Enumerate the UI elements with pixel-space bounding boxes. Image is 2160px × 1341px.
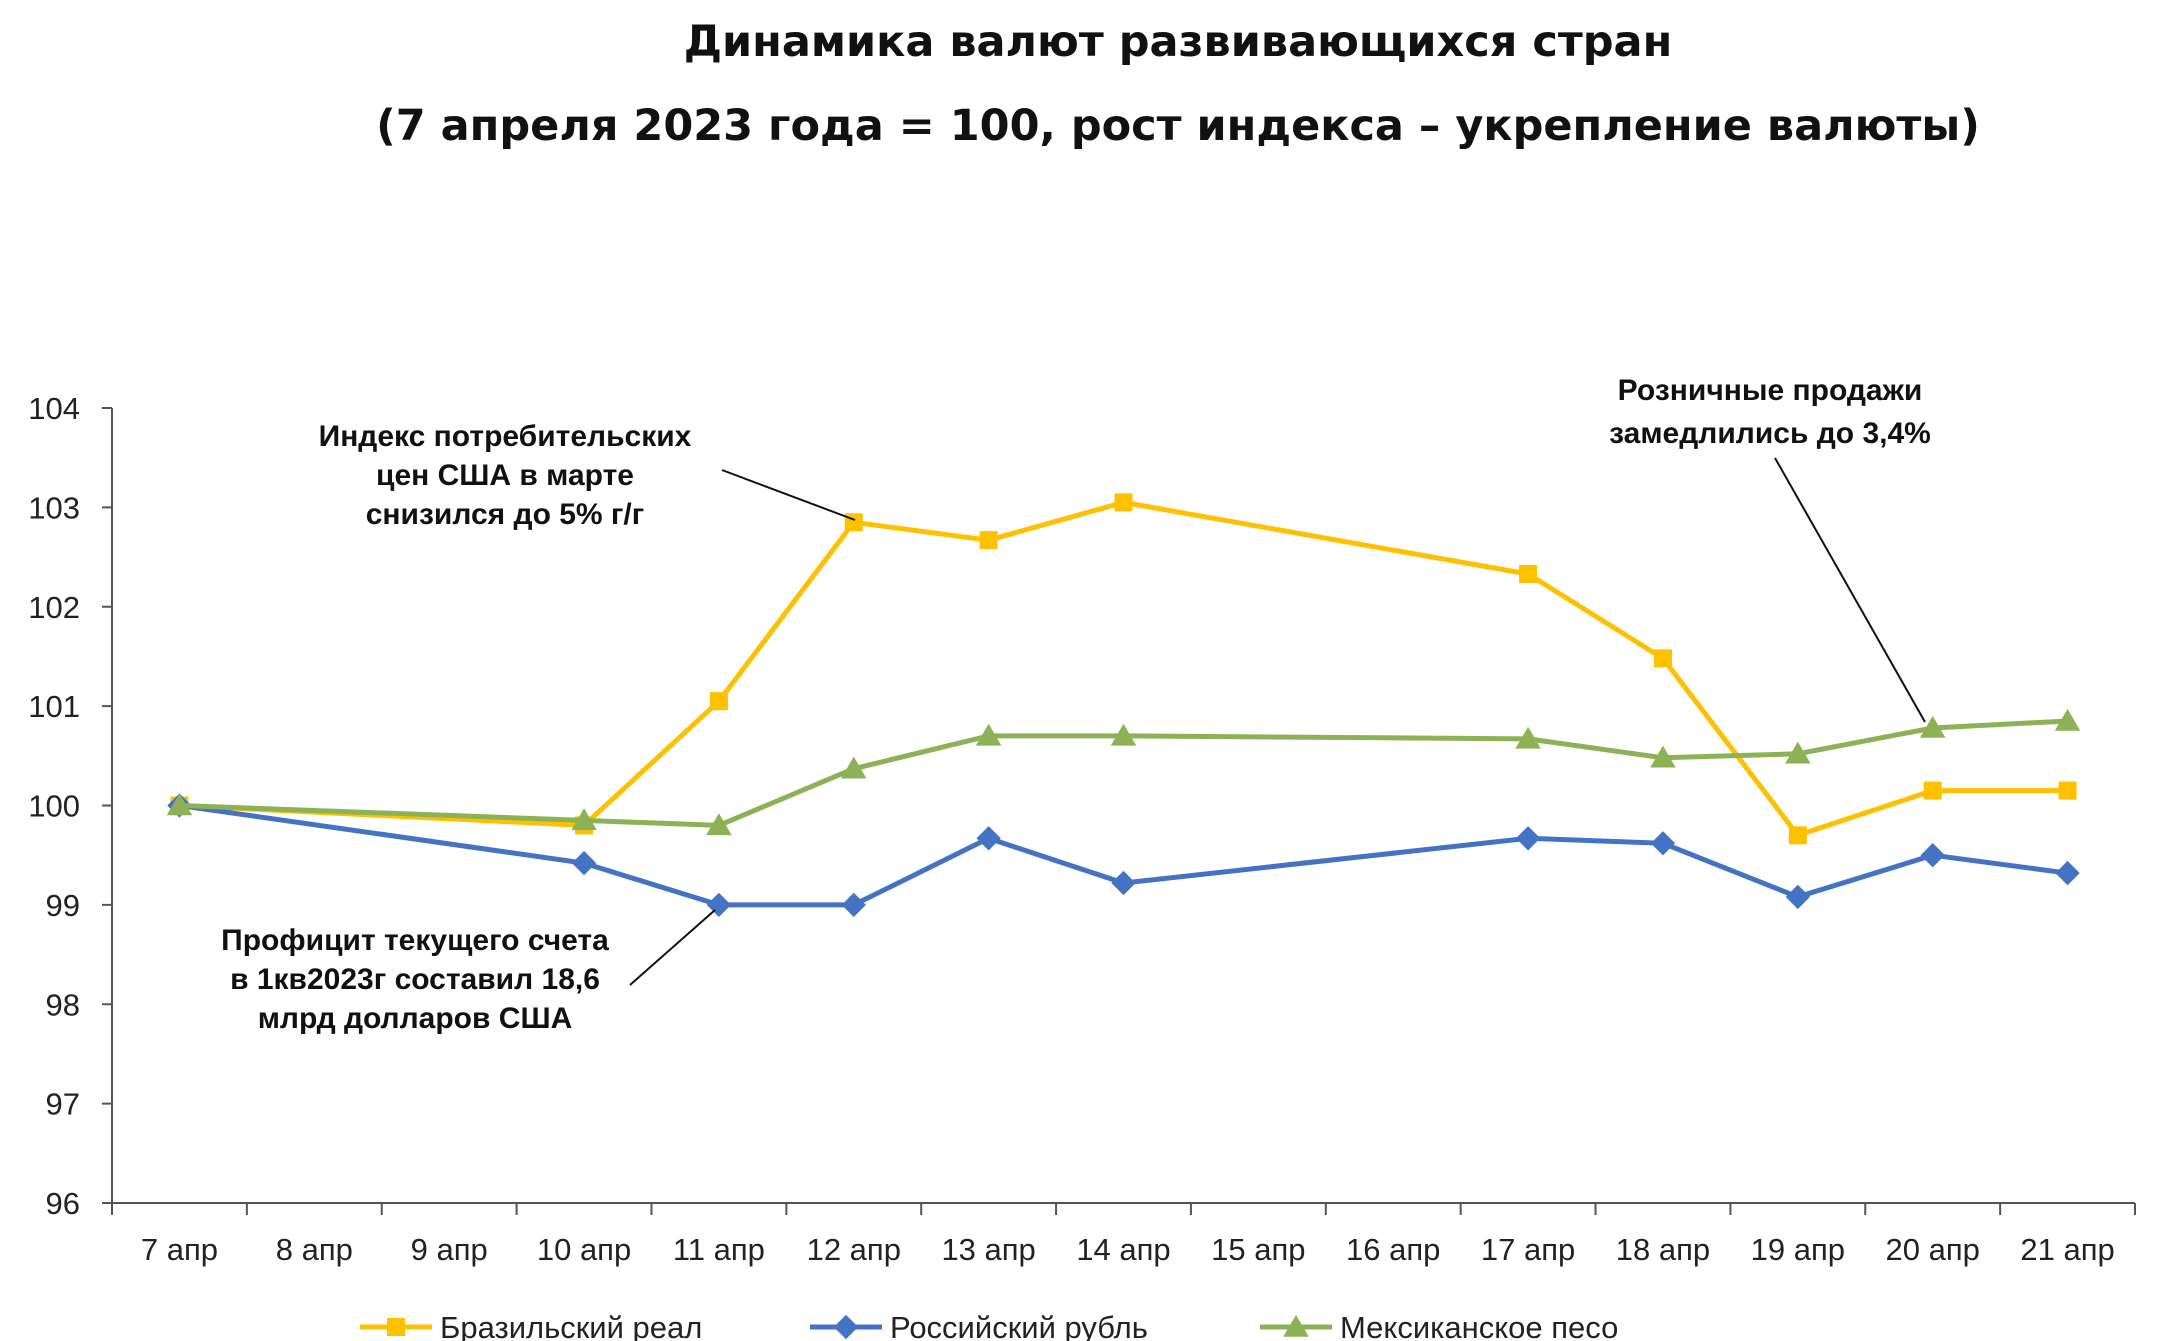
annotation-leader xyxy=(721,469,856,521)
data-point xyxy=(166,793,193,816)
annotation-leader xyxy=(1774,457,1926,723)
data-point xyxy=(1923,781,1942,800)
legend-label: Мексиканское песо xyxy=(1340,1310,1618,1341)
data-point xyxy=(1920,843,1945,868)
data-point xyxy=(976,826,1001,851)
data-point xyxy=(1519,564,1538,583)
x-tick-label: 11 апр xyxy=(673,1232,765,1267)
legend-item-brazilian-real: Бразильский реал xyxy=(360,1310,702,1341)
data-point xyxy=(571,808,597,831)
x-tick-label: 17 апр xyxy=(1481,1232,1575,1267)
annotation: Розничные продажи замедлились до 3,4% xyxy=(1609,374,1931,723)
annotation: Профицит текущего счета в 1кв2023г состав… xyxy=(221,909,716,1035)
annotation-leader xyxy=(629,909,716,986)
data-point xyxy=(979,531,998,550)
y-tick-label: 102 xyxy=(28,590,80,625)
y-tick-label: 100 xyxy=(28,789,80,824)
legend-label: Российский рубль xyxy=(890,1310,1148,1341)
y-tick-label: 103 xyxy=(28,490,80,525)
data-point xyxy=(1114,493,1133,512)
x-tick-label: 10 апр xyxy=(537,1232,631,1267)
legend-item-russian-ruble: Российский рубль xyxy=(810,1310,1148,1341)
x-tick-label: 8 апр xyxy=(276,1232,353,1267)
data-point xyxy=(975,723,1002,746)
x-tick-label: 18 апр xyxy=(1616,1232,1710,1267)
series-brazilian-real xyxy=(170,493,2077,845)
x-tick-label: 20 апр xyxy=(1886,1232,1980,1267)
data-point xyxy=(844,513,863,532)
x-tick-label: 7 апр xyxy=(141,1232,218,1267)
series-lines xyxy=(166,493,2081,918)
legend-label: Бразильский реал xyxy=(440,1310,702,1341)
chart-title: Динамика валют развивающихся стран xyxy=(684,17,1673,67)
x-tick-label: 21 апр xyxy=(2020,1232,2114,1267)
data-point xyxy=(1515,826,1541,851)
data-point xyxy=(2055,860,2080,886)
x-tick-label: 19 апр xyxy=(1751,1232,1845,1267)
annotation-text: Профицит текущего счета xyxy=(221,924,609,957)
data-point xyxy=(1919,715,1946,738)
data-point xyxy=(571,850,597,876)
data-point xyxy=(1788,826,1807,845)
y-tick-label: 96 xyxy=(46,1186,80,1221)
y-tick-label: 98 xyxy=(46,987,80,1022)
x-tick-label: 13 апр xyxy=(941,1232,1035,1267)
annotation-text: замедлились до 3,4% xyxy=(1609,417,1931,450)
data-point xyxy=(1515,726,1541,749)
legend-marker xyxy=(387,1318,405,1336)
x-tick-label: 9 апр xyxy=(411,1232,488,1267)
data-point xyxy=(1785,741,1811,764)
y-tick-label: 104 xyxy=(28,391,80,426)
data-point xyxy=(1110,723,1137,746)
x-tick-label: 14 апр xyxy=(1076,1232,1170,1267)
series-mexican-peso xyxy=(166,708,2081,836)
annotation-text: Розничные продажи xyxy=(1618,374,1923,407)
annotation-text: цен США в марте xyxy=(376,459,634,492)
annotation: Индекс потребительских цен США в марте сни… xyxy=(319,420,856,531)
annotation-text: в 1кв2023г составил 18,6 xyxy=(230,963,600,996)
axes: 96 97 98 99 100 101 102 103 104 7 апр 8 апр 9 апр 10… xyxy=(28,391,2136,1267)
legend-item-mexican-peso: Мексиканское песо xyxy=(1260,1310,1618,1341)
x-tick-label: 16 апр xyxy=(1346,1232,1440,1267)
x-tick-label: 15 апр xyxy=(1211,1232,1305,1267)
data-point xyxy=(841,892,866,918)
chart-subtitle: (7 апреля 2023 года = 100, рост индекса … xyxy=(376,101,1980,151)
data-point xyxy=(841,756,867,779)
y-tick-label: 97 xyxy=(46,1087,80,1122)
x-tick-label: 12 апр xyxy=(807,1232,901,1267)
data-point xyxy=(2054,708,2081,731)
annotation-text: млрд долларов США xyxy=(258,1002,573,1035)
data-point xyxy=(1653,649,1672,668)
y-tick-label: 101 xyxy=(28,689,80,724)
y-tick-label: 99 xyxy=(46,888,80,923)
data-point xyxy=(709,692,728,711)
series-russian-ruble xyxy=(167,793,2080,918)
data-point xyxy=(1785,884,1810,910)
annotations: Индекс потребительских цен США в марте сни… xyxy=(221,374,1931,1035)
annotation-text: снизился до 5% г/г xyxy=(366,498,645,531)
legend-marker xyxy=(1283,1314,1309,1337)
annotation-text: Индекс потребительских xyxy=(319,420,692,453)
data-point xyxy=(706,813,732,836)
series-line xyxy=(179,499,2068,838)
data-point xyxy=(1650,831,1676,856)
legend-marker xyxy=(833,1314,859,1340)
legend: Бразильский реал Российский рубль Мексикан… xyxy=(360,1310,1618,1341)
data-point xyxy=(1111,870,1136,896)
data-point xyxy=(2058,781,2077,800)
data-point xyxy=(1650,745,1676,768)
